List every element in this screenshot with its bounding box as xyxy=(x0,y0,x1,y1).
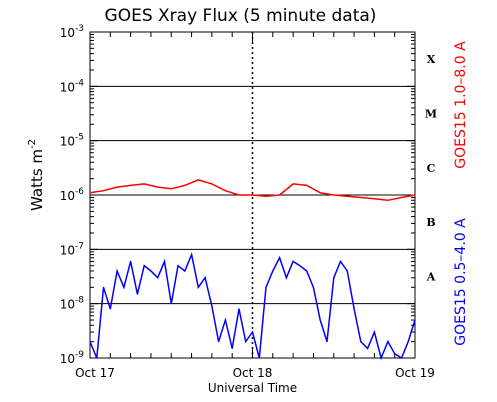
data-point xyxy=(380,357,382,359)
flare-class-B: B xyxy=(426,216,435,229)
data-point xyxy=(170,188,172,190)
y-tick-label: 10-7 xyxy=(60,241,84,257)
data-point xyxy=(400,357,403,359)
data-point xyxy=(319,319,321,321)
data-point xyxy=(170,303,172,305)
data-point xyxy=(272,270,274,272)
y-tick-label: 10-9 xyxy=(60,350,85,366)
data-point xyxy=(407,341,409,343)
flare-class-M: M xyxy=(425,108,437,121)
y-tick-label: 10-5 xyxy=(60,133,84,149)
x-tick-label: Oct 18 xyxy=(233,366,273,380)
x-axis-label: Universal Time xyxy=(208,381,297,395)
data-point xyxy=(346,195,348,197)
y-tick-label: 10-4 xyxy=(60,78,85,94)
data-point xyxy=(204,277,206,279)
x-tick-label: Oct 19 xyxy=(395,366,435,380)
legend-series-long: GOES15 1.0–8.0 A xyxy=(453,41,469,169)
data-point xyxy=(238,308,240,310)
data-point xyxy=(326,341,328,343)
data-point xyxy=(299,265,301,267)
data-point xyxy=(218,341,220,343)
data-point xyxy=(163,260,166,262)
data-point xyxy=(184,270,186,272)
data-point xyxy=(102,286,105,288)
data-point xyxy=(102,190,105,192)
data-point xyxy=(278,194,281,196)
data-point xyxy=(150,270,152,272)
data-point xyxy=(373,198,375,200)
flare-class-X: X xyxy=(427,53,436,66)
data-point xyxy=(360,196,362,199)
data-point xyxy=(157,186,159,188)
data-point xyxy=(292,183,294,185)
y-tick-label: 10-6 xyxy=(60,187,85,203)
data-point xyxy=(387,199,389,201)
data-point xyxy=(123,286,125,288)
data-point xyxy=(224,319,227,321)
data-point xyxy=(143,183,145,185)
data-point xyxy=(130,184,132,187)
data-point xyxy=(353,308,355,310)
x-tick-label: Oct 17 xyxy=(75,366,115,380)
data-point xyxy=(306,270,308,272)
data-point xyxy=(143,265,145,267)
data-point xyxy=(333,277,335,279)
data-point xyxy=(346,270,348,272)
data-point xyxy=(319,192,321,194)
y-axis-label: Watts m-2 xyxy=(27,139,46,211)
data-point xyxy=(251,331,254,333)
data-point xyxy=(251,194,254,196)
data-point xyxy=(238,194,240,196)
data-point xyxy=(96,357,98,359)
y-tick-label: 10-3 xyxy=(60,24,84,40)
data-point xyxy=(211,183,213,185)
data-point xyxy=(373,331,375,333)
data-point xyxy=(116,270,118,272)
data-point xyxy=(224,190,227,192)
data-point xyxy=(136,293,138,295)
data-point xyxy=(211,305,213,307)
data-point xyxy=(285,277,287,279)
data-point xyxy=(197,286,199,288)
data-point xyxy=(231,347,233,350)
flare-class-A: A xyxy=(426,271,436,284)
data-point xyxy=(116,186,118,188)
data-point xyxy=(387,341,389,343)
data-point xyxy=(292,260,294,262)
data-point xyxy=(197,179,199,181)
data-point xyxy=(265,195,267,197)
data-point xyxy=(339,260,342,262)
data-point xyxy=(258,357,260,359)
data-point xyxy=(130,260,132,262)
chart-title: GOES Xray Flux (5 minute data) xyxy=(105,6,377,26)
data-point xyxy=(278,257,281,259)
data-point xyxy=(414,194,416,196)
data-point xyxy=(306,184,308,187)
data-point xyxy=(312,286,315,288)
data-point xyxy=(414,319,416,321)
data-point xyxy=(177,265,179,267)
data-point xyxy=(360,341,362,343)
legend-series-short: GOES15 0.5–4.0 A xyxy=(453,218,469,346)
data-point xyxy=(190,253,193,256)
data-point xyxy=(400,196,403,199)
data-point xyxy=(109,308,111,310)
data-point xyxy=(394,353,396,355)
y-tick-label: 10-8 xyxy=(60,296,85,312)
data-point xyxy=(184,184,186,187)
data-point xyxy=(157,277,159,279)
data-point xyxy=(89,341,91,343)
data-point xyxy=(333,194,335,196)
data-point xyxy=(367,347,369,350)
data-point xyxy=(265,286,267,288)
flare-class-C: C xyxy=(427,162,436,175)
data-point xyxy=(89,192,91,194)
data-point xyxy=(245,341,247,343)
